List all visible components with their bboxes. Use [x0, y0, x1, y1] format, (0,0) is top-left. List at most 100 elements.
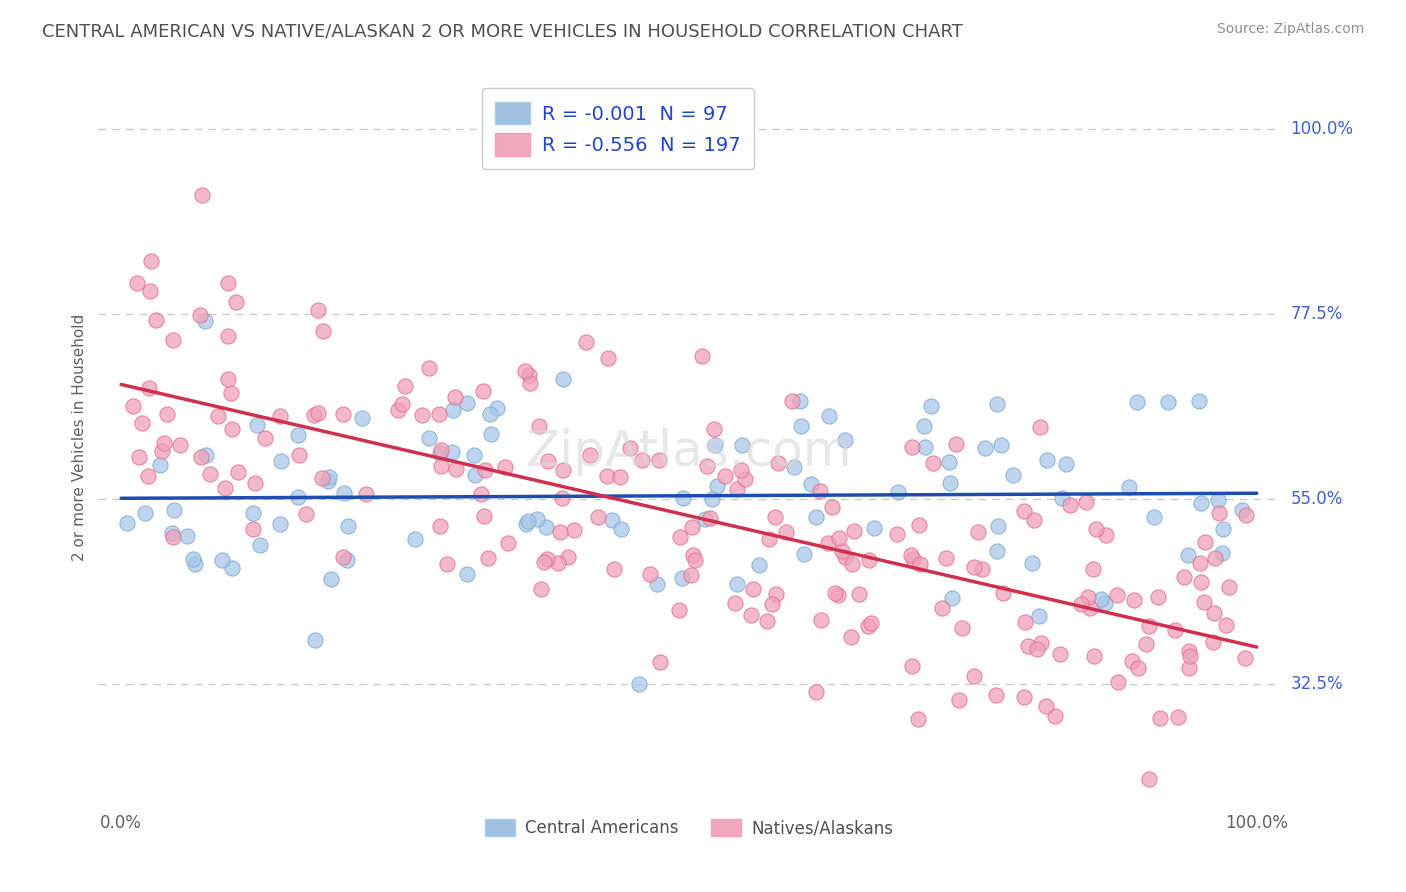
Point [1126, 660, 1149, 674]
Point [683, 553, 706, 567]
Point [562, 523, 585, 537]
Point [194, 448, 217, 462]
Point [700, 492, 723, 507]
Point [908, 558, 931, 572]
Point [1206, 493, 1229, 508]
Point [907, 712, 929, 726]
Point [463, 449, 485, 463]
Point [817, 536, 839, 550]
Point [734, 472, 756, 486]
Point [128, 450, 150, 464]
Point [441, 402, 464, 417]
Point [181, 552, 204, 566]
Point [156, 407, 179, 421]
Point [1029, 636, 1052, 650]
Point [834, 550, 856, 565]
Point [194, 314, 217, 328]
Point [1022, 513, 1045, 527]
Point [1094, 596, 1116, 610]
Point [790, 419, 813, 434]
Point [1167, 709, 1189, 723]
Point [731, 438, 754, 452]
Point [547, 556, 569, 570]
Point [456, 396, 478, 410]
Point [427, 407, 450, 421]
Point [1194, 595, 1216, 609]
Point [609, 469, 631, 483]
Point [962, 560, 984, 574]
Point [1211, 546, 1233, 560]
Point [682, 548, 704, 562]
Point [630, 453, 652, 467]
Point [970, 562, 993, 576]
Point [859, 616, 882, 631]
Point [1143, 510, 1166, 524]
Point [1188, 393, 1211, 408]
Point [628, 677, 651, 691]
Text: 77.5%: 77.5% [1291, 305, 1343, 323]
Point [810, 613, 832, 627]
Point [948, 693, 970, 707]
Point [730, 462, 752, 476]
Point [354, 487, 377, 501]
Point [1177, 548, 1199, 562]
Point [766, 456, 789, 470]
Point [394, 379, 416, 393]
Point [387, 402, 409, 417]
Point [950, 621, 973, 635]
Point [352, 410, 374, 425]
Y-axis label: 2 or more Vehicles in Household: 2 or more Vehicles in Household [72, 313, 87, 561]
Point [901, 658, 924, 673]
Point [669, 530, 692, 544]
Point [217, 372, 239, 386]
Point [176, 529, 198, 543]
Point [1230, 503, 1253, 517]
Point [200, 467, 222, 481]
Text: 55.0%: 55.0% [1291, 490, 1343, 508]
Point [1056, 457, 1078, 471]
Point [246, 418, 269, 433]
Point [920, 399, 942, 413]
Point [456, 566, 478, 581]
Point [765, 587, 787, 601]
Point [474, 463, 496, 477]
Point [827, 531, 849, 545]
Point [775, 525, 797, 540]
Point [270, 454, 292, 468]
Text: ZipAtlas.com: ZipAtlas.com [526, 427, 852, 475]
Point [470, 487, 492, 501]
Point [311, 471, 333, 485]
Point [519, 376, 541, 390]
Point [827, 589, 849, 603]
Point [967, 525, 990, 540]
Point [221, 561, 243, 575]
Point [690, 349, 713, 363]
Point [530, 582, 553, 597]
Point [1215, 618, 1237, 632]
Point [162, 526, 184, 541]
Point [780, 393, 803, 408]
Point [548, 524, 571, 539]
Point [318, 469, 340, 483]
Point [974, 441, 997, 455]
Point [269, 409, 291, 423]
Point [1126, 395, 1149, 409]
Point [150, 444, 173, 458]
Point [912, 418, 935, 433]
Point [316, 474, 339, 488]
Point [472, 384, 495, 398]
Point [763, 509, 786, 524]
Point [287, 428, 309, 442]
Point [134, 506, 156, 520]
Point [188, 308, 211, 322]
Point [319, 572, 342, 586]
Point [479, 407, 502, 421]
Point [162, 333, 184, 347]
Point [553, 463, 575, 477]
Text: 32.5%: 32.5% [1291, 674, 1343, 692]
Point [162, 530, 184, 544]
Point [648, 452, 671, 467]
Point [1118, 480, 1140, 494]
Point [856, 619, 879, 633]
Point [122, 400, 145, 414]
